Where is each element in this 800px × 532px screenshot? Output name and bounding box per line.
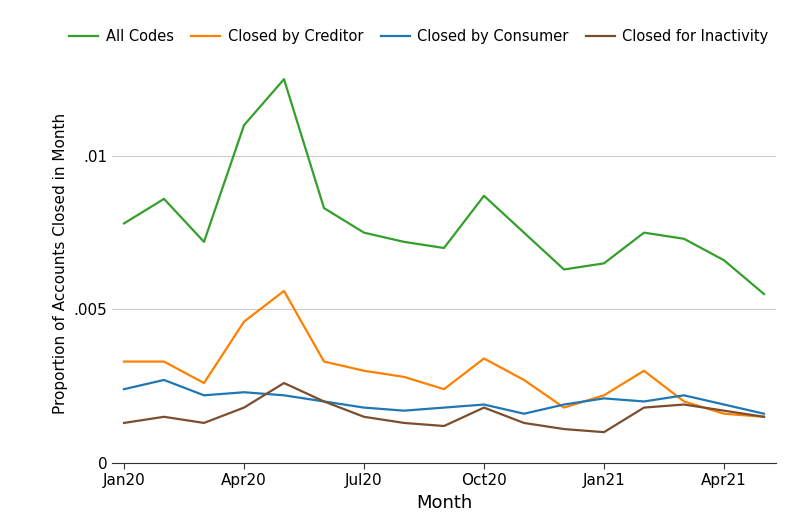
Closed by Consumer	[199, 392, 209, 398]
All Codes	[719, 257, 729, 263]
X-axis label: Month: Month	[416, 494, 472, 512]
Closed by Consumer	[479, 401, 489, 408]
All Codes	[159, 196, 169, 202]
Closed for Inactivity	[439, 423, 449, 429]
Closed by Consumer	[439, 404, 449, 411]
Closed by Creditor	[639, 368, 649, 374]
Closed by Creditor	[279, 288, 289, 294]
Closed by Consumer	[319, 398, 329, 405]
Closed by Consumer	[119, 386, 129, 393]
All Codes	[679, 236, 689, 242]
Closed by Consumer	[159, 377, 169, 383]
All Codes	[599, 260, 609, 267]
All Codes	[439, 245, 449, 251]
All Codes	[319, 205, 329, 211]
Closed by Consumer	[679, 392, 689, 398]
Closed for Inactivity	[359, 413, 369, 420]
Closed for Inactivity	[119, 420, 129, 426]
All Codes	[239, 122, 249, 128]
Closed by Creditor	[519, 377, 529, 383]
Closed by Creditor	[759, 413, 769, 420]
All Codes	[759, 291, 769, 297]
Closed for Inactivity	[719, 408, 729, 414]
Closed for Inactivity	[639, 404, 649, 411]
All Codes	[639, 229, 649, 236]
Closed by Consumer	[279, 392, 289, 398]
All Codes	[279, 76, 289, 82]
Closed for Inactivity	[239, 404, 249, 411]
All Codes	[479, 193, 489, 199]
Closed by Consumer	[639, 398, 649, 405]
Closed for Inactivity	[199, 420, 209, 426]
Closed by Consumer	[359, 404, 369, 411]
Closed by Consumer	[519, 411, 529, 417]
Closed by Creditor	[719, 411, 729, 417]
Closed by Creditor	[439, 386, 449, 393]
Closed by Creditor	[199, 380, 209, 386]
All Codes	[359, 229, 369, 236]
Line: Closed for Inactivity: Closed for Inactivity	[124, 383, 764, 432]
Closed for Inactivity	[279, 380, 289, 386]
Closed by Creditor	[239, 319, 249, 325]
Closed by Consumer	[759, 411, 769, 417]
All Codes	[559, 267, 569, 273]
Closed by Consumer	[399, 408, 409, 414]
Closed by Creditor	[599, 392, 609, 398]
Closed by Creditor	[559, 404, 569, 411]
Closed by Creditor	[119, 359, 129, 365]
Closed for Inactivity	[399, 420, 409, 426]
Closed for Inactivity	[159, 413, 169, 420]
Closed for Inactivity	[519, 420, 529, 426]
Closed for Inactivity	[479, 404, 489, 411]
Closed for Inactivity	[559, 426, 569, 433]
Closed for Inactivity	[679, 401, 689, 408]
Closed by Creditor	[359, 368, 369, 374]
All Codes	[519, 229, 529, 236]
Line: Closed by Consumer: Closed by Consumer	[124, 380, 764, 414]
All Codes	[119, 220, 129, 227]
Closed by Consumer	[559, 401, 569, 408]
Closed for Inactivity	[319, 398, 329, 405]
Line: Closed by Creditor: Closed by Creditor	[124, 291, 764, 417]
Closed by Creditor	[399, 373, 409, 380]
Closed by Creditor	[479, 355, 489, 362]
Closed by Consumer	[719, 401, 729, 408]
All Codes	[199, 239, 209, 245]
Closed by Consumer	[239, 389, 249, 395]
All Codes	[399, 239, 409, 245]
Line: All Codes: All Codes	[124, 79, 764, 294]
Closed by Creditor	[159, 359, 169, 365]
Legend: All Codes, Closed by Creditor, Closed by Consumer, Closed for Inactivity: All Codes, Closed by Creditor, Closed by…	[63, 23, 774, 50]
Closed by Creditor	[319, 359, 329, 365]
Closed for Inactivity	[759, 413, 769, 420]
Closed for Inactivity	[599, 429, 609, 435]
Closed by Creditor	[679, 398, 689, 405]
Y-axis label: Proportion of Accounts Closed in Month: Proportion of Accounts Closed in Month	[53, 113, 68, 414]
Closed by Consumer	[599, 395, 609, 402]
